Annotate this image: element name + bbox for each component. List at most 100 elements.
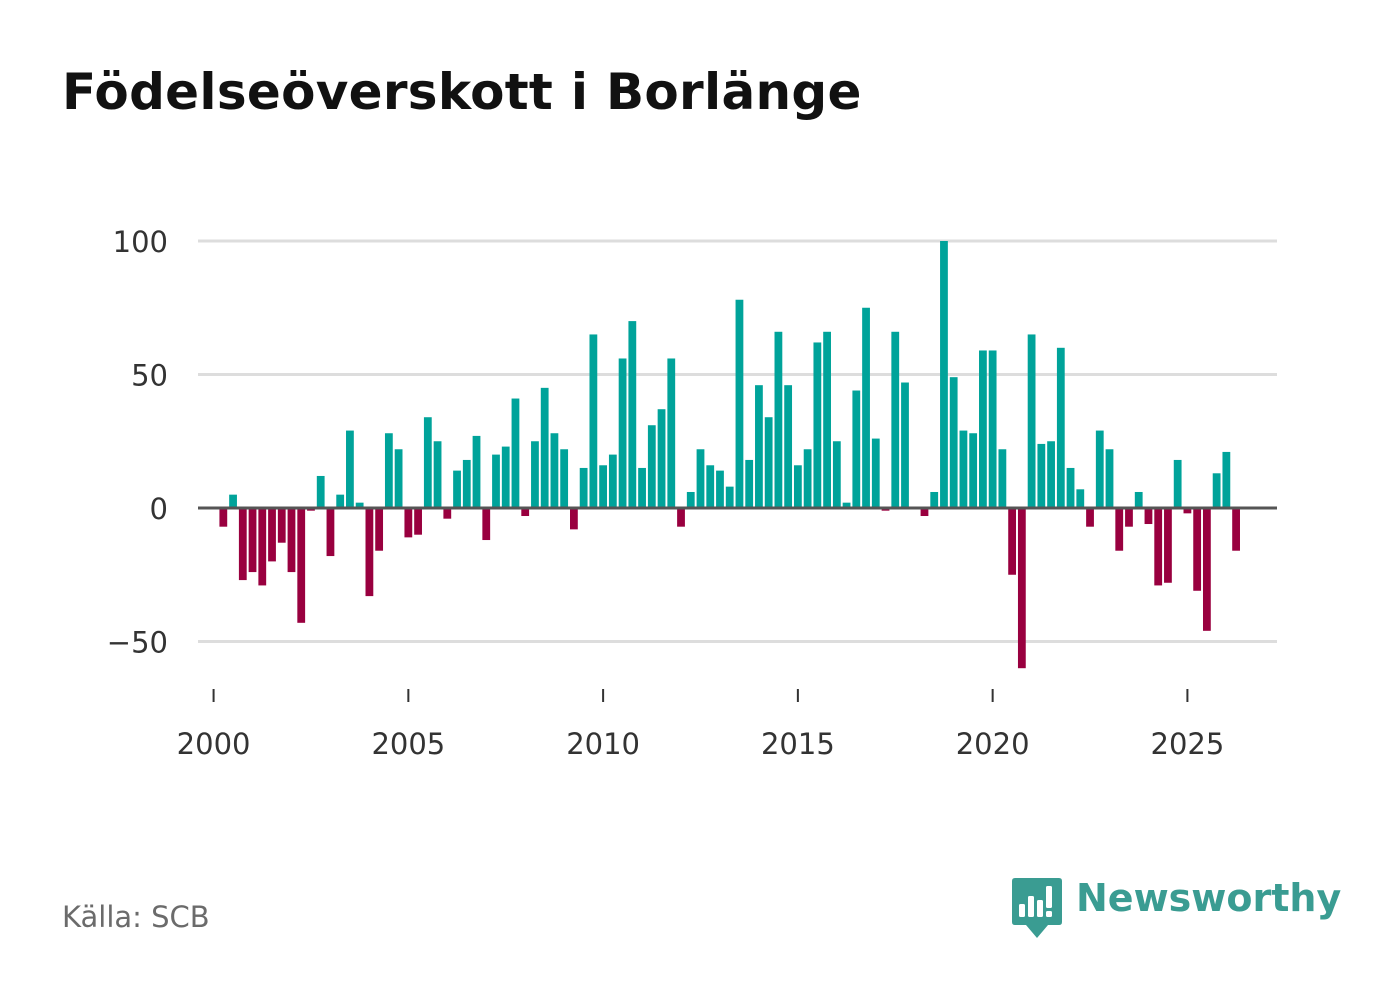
bar bbox=[1008, 508, 1017, 575]
bar bbox=[511, 398, 520, 508]
bar bbox=[501, 446, 510, 508]
bar bbox=[959, 430, 968, 508]
bar bbox=[803, 449, 812, 508]
bar bbox=[550, 433, 559, 508]
bar bbox=[1017, 508, 1026, 669]
bar bbox=[871, 438, 880, 508]
bar bbox=[365, 508, 374, 597]
brand-logo: Newsworthy bbox=[1012, 877, 1341, 940]
bar bbox=[423, 417, 432, 508]
bar bbox=[667, 358, 676, 508]
bar bbox=[638, 467, 646, 508]
bar bbox=[316, 475, 325, 508]
x-tick-label: 2020 bbox=[956, 727, 1030, 761]
bar bbox=[823, 331, 831, 508]
bar bbox=[1154, 508, 1163, 586]
bar bbox=[1134, 491, 1143, 508]
y-tick-label: 50 bbox=[131, 359, 168, 393]
bar bbox=[268, 508, 276, 562]
bar bbox=[901, 382, 909, 508]
bar bbox=[716, 470, 724, 508]
bar bbox=[229, 494, 237, 508]
bar bbox=[404, 508, 413, 538]
bar bbox=[988, 350, 997, 508]
bar bbox=[394, 449, 403, 508]
bar bbox=[725, 486, 734, 508]
bar bbox=[628, 321, 637, 508]
bar bbox=[1047, 441, 1055, 508]
bar bbox=[745, 459, 754, 508]
bar bbox=[453, 470, 461, 508]
bar bbox=[326, 508, 335, 557]
bar bbox=[862, 307, 870, 508]
bar bbox=[238, 508, 247, 581]
bar bbox=[657, 409, 666, 508]
bar bbox=[521, 508, 530, 517]
bar bbox=[1164, 508, 1172, 583]
bar bbox=[1183, 508, 1192, 514]
bar bbox=[696, 449, 705, 508]
bar bbox=[979, 350, 987, 508]
bar bbox=[599, 465, 608, 508]
bar bbox=[336, 494, 345, 508]
x-axis-ticks: 2000 2005 2010 2015 2020 2025 bbox=[177, 689, 1224, 761]
bar bbox=[1086, 508, 1094, 527]
source-note: Källa: SCB bbox=[62, 900, 210, 934]
bar bbox=[1056, 347, 1065, 508]
bar bbox=[618, 358, 627, 508]
bar bbox=[1027, 334, 1036, 508]
bar bbox=[297, 508, 306, 623]
y-tick-label: −50 bbox=[107, 626, 168, 660]
bar bbox=[531, 441, 539, 508]
bar bbox=[1212, 473, 1221, 508]
bar bbox=[1125, 508, 1133, 527]
bar bbox=[677, 508, 685, 527]
bar bbox=[1222, 451, 1231, 508]
bar bbox=[589, 334, 598, 508]
bar bbox=[998, 449, 1007, 508]
page-title: Födelseöverskott i Borlänge bbox=[62, 63, 862, 121]
bar bbox=[842, 502, 851, 508]
bar bbox=[686, 491, 695, 508]
bar bbox=[608, 454, 617, 508]
x-tick-label: 2000 bbox=[177, 727, 251, 761]
x-tick-label: 2015 bbox=[761, 727, 835, 761]
bars bbox=[219, 241, 1240, 669]
y-axis-ticks: 100 50 0 −50 bbox=[107, 225, 168, 660]
bar bbox=[1232, 508, 1240, 551]
bar bbox=[940, 241, 948, 508]
bar bbox=[832, 441, 841, 508]
x-tick-label: 2010 bbox=[566, 727, 640, 761]
bar bbox=[969, 433, 978, 508]
bar bbox=[462, 459, 471, 508]
bar bbox=[258, 508, 267, 586]
bar bbox=[764, 417, 773, 508]
bar bbox=[570, 508, 578, 530]
x-tick-label: 2005 bbox=[371, 727, 445, 761]
bar bbox=[433, 441, 442, 508]
bar bbox=[384, 433, 393, 508]
bar bbox=[560, 449, 569, 508]
newsworthy-logo-icon bbox=[1012, 878, 1062, 938]
y-tick-label: 0 bbox=[150, 492, 168, 526]
bar bbox=[1173, 459, 1182, 508]
bar bbox=[1037, 443, 1046, 508]
bar bbox=[346, 430, 354, 508]
bar bbox=[355, 502, 364, 508]
bar bbox=[579, 467, 588, 508]
bar bbox=[1066, 467, 1075, 508]
bar bbox=[852, 390, 861, 508]
bar bbox=[813, 342, 822, 508]
bar bbox=[1202, 508, 1211, 631]
bar bbox=[248, 508, 257, 573]
bar bbox=[706, 465, 715, 508]
bar bbox=[784, 385, 793, 508]
bar bbox=[472, 435, 481, 508]
bar bbox=[287, 508, 296, 573]
bar bbox=[774, 331, 783, 508]
bar bbox=[1144, 508, 1153, 525]
bar bbox=[735, 299, 744, 508]
bar bbox=[375, 508, 384, 551]
bar bbox=[482, 508, 491, 541]
